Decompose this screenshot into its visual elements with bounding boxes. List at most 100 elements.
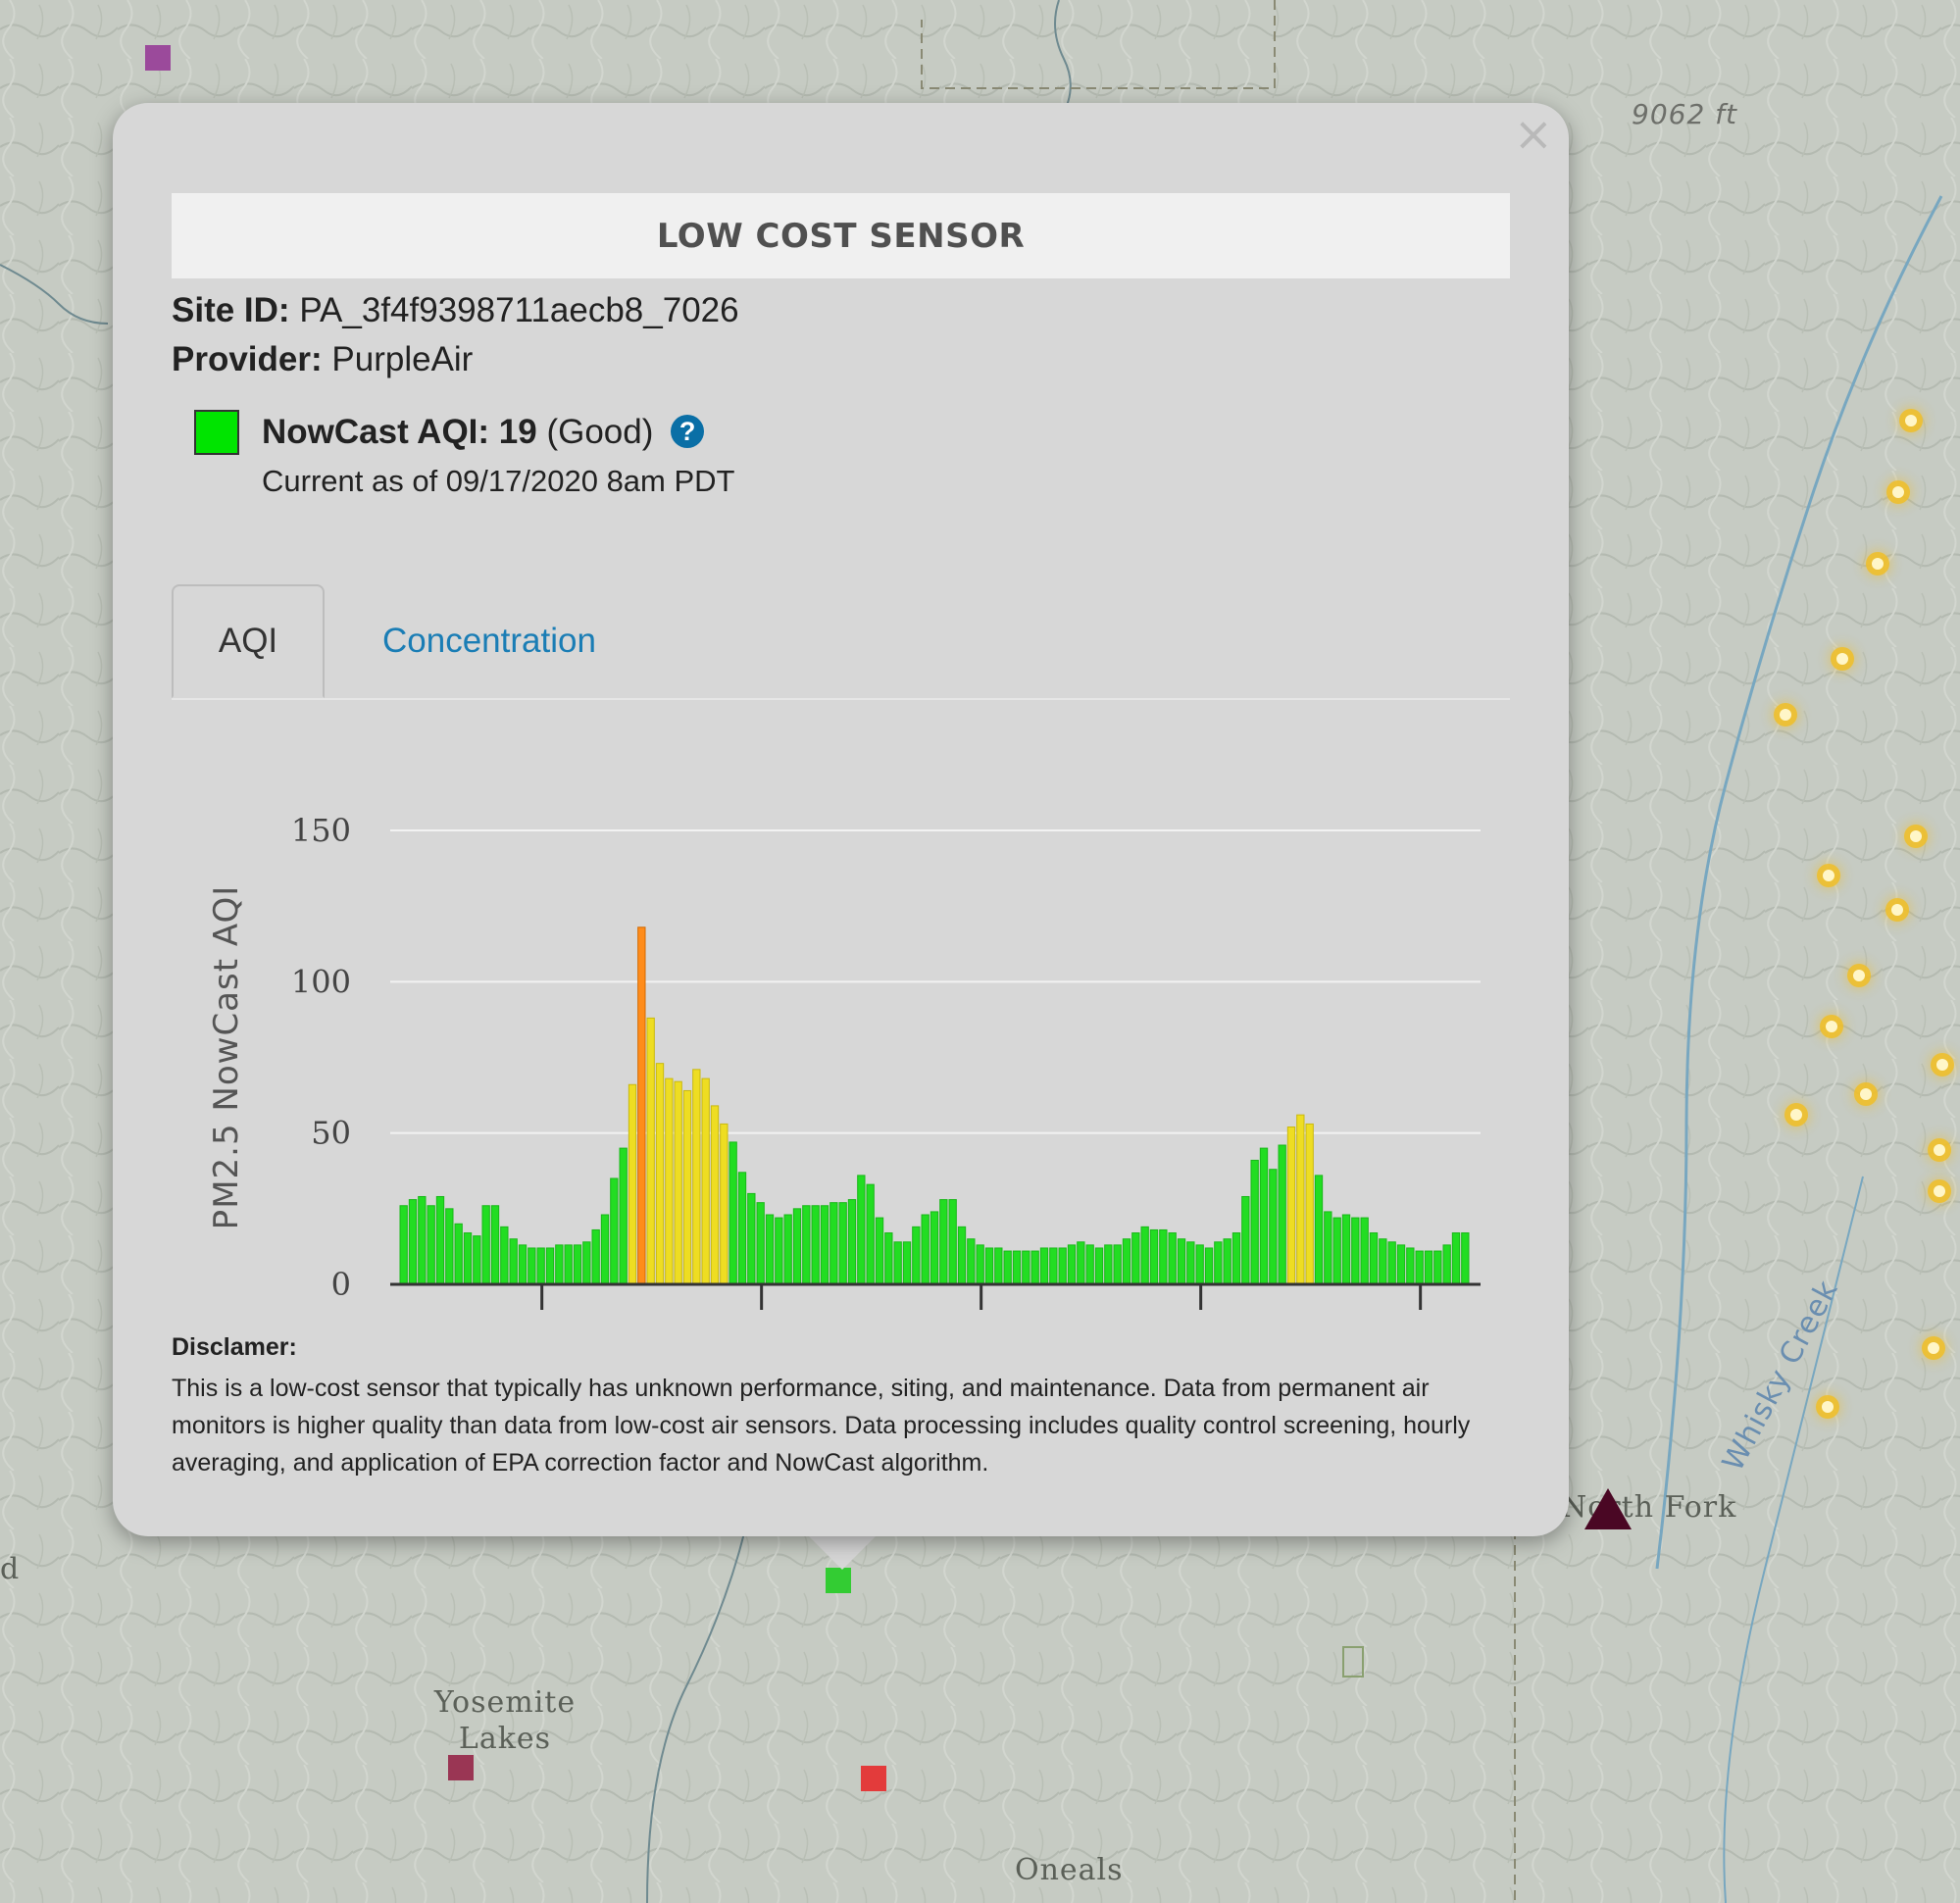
fire-dot-marker[interactable] <box>1934 1185 1945 1197</box>
fire-dot-marker[interactable] <box>1790 1109 1802 1121</box>
chart-bar[interactable] <box>490 1205 500 1285</box>
chart-bar[interactable] <box>1269 1169 1278 1285</box>
chart-bar[interactable] <box>1149 1228 1159 1285</box>
chart-bar[interactable] <box>655 1063 665 1285</box>
chart-bar[interactable] <box>418 1195 427 1285</box>
chart-bar[interactable] <box>628 1083 637 1285</box>
chart-bar[interactable] <box>884 1232 893 1285</box>
chart-bar[interactable] <box>994 1247 1003 1285</box>
chart-bar[interactable] <box>1094 1247 1104 1285</box>
chart-bar[interactable] <box>1296 1114 1305 1285</box>
chart-bar[interactable] <box>820 1205 829 1285</box>
chart-bar[interactable] <box>646 1017 655 1285</box>
chart-bar[interactable] <box>427 1205 435 1285</box>
chart-bar[interactable] <box>536 1247 545 1285</box>
chart-bar[interactable] <box>1077 1241 1085 1285</box>
chart-bar[interactable] <box>1159 1228 1168 1285</box>
chart-bar[interactable] <box>783 1214 792 1285</box>
chart-bar[interactable] <box>1406 1247 1415 1285</box>
chart-bar[interactable] <box>1214 1241 1223 1285</box>
chart-bar[interactable] <box>1332 1217 1341 1285</box>
chart-bar[interactable] <box>1442 1244 1451 1285</box>
smoke-triangle-marker[interactable] <box>1584 1488 1632 1529</box>
chart-bar[interactable] <box>591 1228 600 1285</box>
chart-bar[interactable] <box>1241 1195 1250 1285</box>
chart-bar[interactable] <box>1049 1247 1058 1285</box>
chart-bar[interactable] <box>729 1141 737 1285</box>
chart-bar[interactable] <box>1204 1247 1214 1285</box>
fire-dot-marker[interactable] <box>1836 653 1848 665</box>
chart-bar[interactable] <box>1351 1217 1360 1285</box>
chart-bar[interactable] <box>600 1214 610 1285</box>
chart-bar[interactable] <box>674 1080 682 1285</box>
chart-bar[interactable] <box>957 1226 967 1285</box>
fire-dot-marker[interactable] <box>1853 970 1865 981</box>
chart-bar[interactable] <box>893 1241 902 1285</box>
chart-bar[interactable] <box>619 1147 628 1285</box>
chart-bar[interactable] <box>1341 1214 1351 1285</box>
fire-dot-marker[interactable] <box>1860 1088 1872 1100</box>
chart-bar[interactable] <box>912 1226 921 1285</box>
chart-bar[interactable] <box>1131 1232 1140 1285</box>
chart-bar[interactable] <box>463 1232 473 1285</box>
chart-bar[interactable] <box>967 1238 976 1285</box>
chart-bar[interactable] <box>1451 1232 1461 1285</box>
chart-bar[interactable] <box>1003 1250 1012 1285</box>
chart-bar[interactable] <box>564 1244 573 1285</box>
fire-dot-marker[interactable] <box>1823 870 1834 881</box>
chart-bar[interactable] <box>1387 1241 1396 1285</box>
help-icon[interactable]: ? <box>671 415 705 448</box>
chart-bar[interactable] <box>875 1217 884 1285</box>
chart-bar[interactable] <box>399 1205 408 1285</box>
chart-bar[interactable] <box>1104 1244 1113 1285</box>
fire-dot-marker[interactable] <box>1822 1401 1834 1413</box>
chart-bar[interactable] <box>1415 1250 1424 1285</box>
chart-bar[interactable] <box>1177 1238 1186 1285</box>
fire-dot-marker[interactable] <box>1892 486 1904 498</box>
chart-bar[interactable] <box>545 1247 555 1285</box>
sensor-marker-good-selected[interactable] <box>826 1568 851 1593</box>
chart-bar[interactable] <box>1250 1159 1259 1285</box>
chart-bar[interactable] <box>445 1208 454 1285</box>
chart-bar[interactable] <box>1360 1217 1369 1285</box>
sensor-marker-unhealthy[interactable] <box>861 1766 886 1791</box>
chart-bar[interactable] <box>811 1205 820 1285</box>
chart-bar[interactable] <box>720 1123 729 1285</box>
chart-bar[interactable] <box>701 1077 710 1285</box>
chart-bar[interactable] <box>1113 1244 1122 1285</box>
chart-bar[interactable] <box>500 1226 509 1285</box>
chart-bar[interactable] <box>454 1223 463 1285</box>
chart-bar[interactable] <box>682 1089 692 1285</box>
chart-bar[interactable] <box>610 1177 619 1285</box>
chart-bar[interactable] <box>1085 1244 1094 1285</box>
chart-bar[interactable] <box>847 1199 857 1285</box>
chart-bar[interactable] <box>921 1214 930 1285</box>
chart-bar[interactable] <box>518 1244 528 1285</box>
chart-bar[interactable] <box>1396 1244 1406 1285</box>
fire-dot-marker[interactable] <box>1910 830 1922 842</box>
chart-bar[interactable] <box>1305 1123 1314 1285</box>
chart-bar[interactable] <box>1030 1250 1039 1285</box>
chart-bar[interactable] <box>756 1202 765 1285</box>
chart-bar[interactable] <box>902 1241 912 1285</box>
chart-bar[interactable] <box>829 1202 838 1285</box>
close-button[interactable]: × <box>1513 107 1553 162</box>
chart-bar[interactable] <box>838 1202 847 1285</box>
chart-bar[interactable] <box>1369 1232 1379 1285</box>
fire-dot-marker[interactable] <box>1936 1059 1948 1071</box>
fire-dot-marker[interactable] <box>1891 904 1903 916</box>
chart-bar[interactable] <box>976 1244 984 1285</box>
chart-bar[interactable] <box>1012 1250 1022 1285</box>
chart-bar[interactable] <box>1168 1232 1177 1285</box>
chart-bar[interactable] <box>509 1238 518 1285</box>
chart-bar[interactable] <box>555 1244 564 1285</box>
fire-dot-marker[interactable] <box>1905 415 1917 426</box>
chart-bar[interactable] <box>1278 1144 1286 1285</box>
chart-bar[interactable] <box>1122 1238 1131 1285</box>
chart-bar[interactable] <box>1324 1211 1332 1285</box>
chart-bar[interactable] <box>1379 1238 1387 1285</box>
chart-bar[interactable] <box>866 1183 875 1285</box>
chart-bar[interactable] <box>692 1069 701 1285</box>
chart-bar[interactable] <box>948 1199 957 1285</box>
tab-concentration[interactable]: Concentration <box>382 622 596 660</box>
